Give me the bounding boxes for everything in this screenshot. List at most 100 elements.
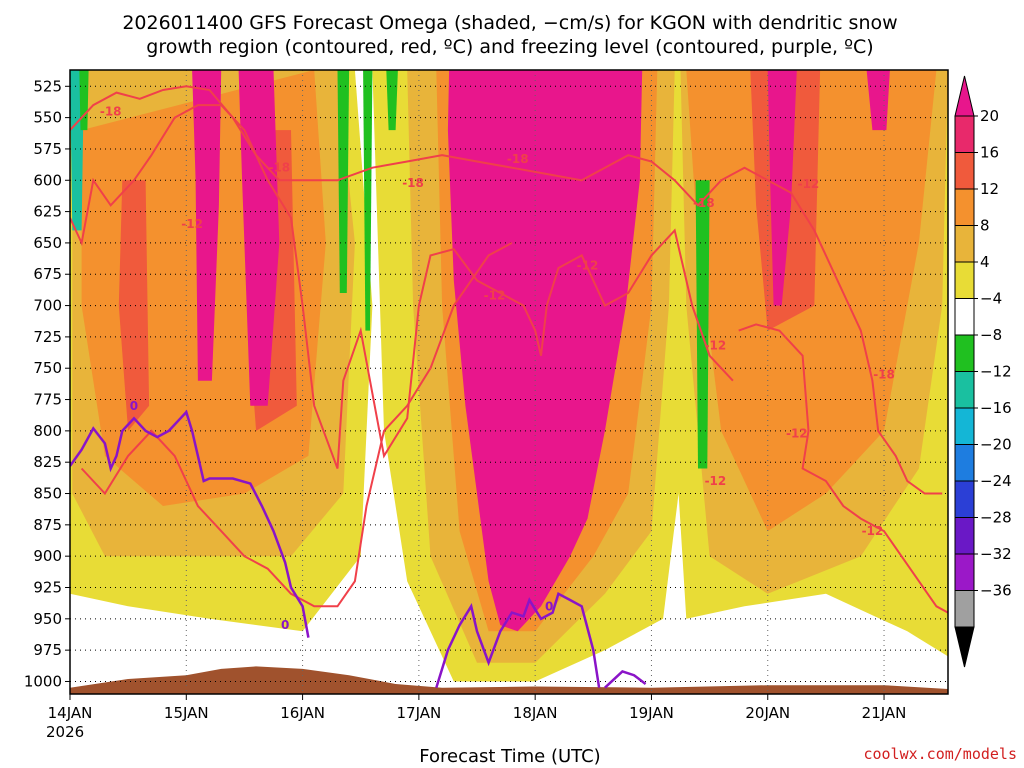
strong-upward-motion-17-18jan bbox=[447, 70, 643, 632]
x-tick-label-14JAN: 14JAN bbox=[48, 704, 93, 722]
dgz-label-12: -18 bbox=[873, 367, 895, 381]
colorbar-label-2: 12 bbox=[980, 180, 999, 198]
contours bbox=[70, 85, 948, 689]
chart-title-line1: 2026011400 GFS Forecast Omega (shaded, −… bbox=[122, 12, 897, 34]
colorbar-bin-7 bbox=[954, 371, 975, 409]
contour-labels: -18 -18 -12 -18 -18 -12 -12 -18 -12 -12 -12 -12 -18 -… bbox=[100, 104, 895, 632]
x-tick-label-17JAN: 17JAN bbox=[397, 704, 442, 722]
colorbar-bin-0 bbox=[954, 115, 975, 153]
y-tick-label-1000: 1000 bbox=[24, 672, 62, 690]
freezing-level-17-18jan bbox=[435, 591, 601, 689]
dgz-label-11: -12 bbox=[705, 474, 727, 488]
colorbar-bin-4 bbox=[954, 261, 975, 299]
dgz-minus12-right bbox=[738, 323, 948, 614]
colorbar-bin-3 bbox=[954, 225, 975, 263]
colorbar-bin-2 bbox=[954, 188, 975, 226]
dgz-label-0: -18 bbox=[100, 104, 122, 118]
dgz-label-4: -18 bbox=[507, 152, 529, 166]
x-axis-year: 2026 bbox=[46, 723, 84, 741]
y-tick-label-525: 525 bbox=[33, 77, 62, 95]
freezing-level-18-19jan bbox=[604, 669, 647, 689]
dgz-label-8: -12 bbox=[705, 339, 727, 353]
y-tick-label-725: 725 bbox=[33, 328, 62, 346]
colorbar-label-6: −8 bbox=[980, 326, 1002, 344]
x-tick-label-15JAN: 15JAN bbox=[164, 704, 209, 722]
freezing-label-1: 0 bbox=[281, 618, 289, 632]
colorbar-bin-5 bbox=[954, 298, 975, 336]
freezing-level-14-16jan bbox=[70, 409, 310, 638]
x-tick-label-20JAN: 20JAN bbox=[745, 704, 790, 722]
colorbar-label-10: −24 bbox=[980, 472, 1012, 490]
green-19jan bbox=[695, 180, 710, 469]
dgz-label-7: -18 bbox=[693, 196, 715, 210]
colorbar-top-arrow bbox=[954, 75, 975, 117]
y-tick-label-825: 825 bbox=[33, 453, 62, 471]
chart-title-line2: growth region (contoured, red, ºC) and f… bbox=[146, 36, 873, 58]
dgz-label-2: -12 bbox=[181, 217, 203, 231]
y-tick-label-675: 675 bbox=[33, 265, 62, 283]
y-tick-label-850: 850 bbox=[33, 485, 62, 503]
pink-band-15jan bbox=[192, 70, 222, 381]
x-tick-label-21JAN: 21JAN bbox=[862, 704, 907, 722]
freezing-label-2: 0 bbox=[545, 599, 553, 613]
y-tick-label-550: 550 bbox=[33, 109, 62, 127]
colorbar-label-3: 8 bbox=[980, 217, 990, 235]
colorbar-bin-8 bbox=[954, 407, 975, 445]
y-tick-label-950: 950 bbox=[33, 610, 62, 628]
colorbar-label-4: 4 bbox=[980, 253, 990, 271]
colorbar-label-11: −28 bbox=[980, 509, 1012, 527]
omega-shading bbox=[70, 70, 948, 694]
x-tick-label-16JAN: 16JAN bbox=[280, 704, 325, 722]
y-tick-label-575: 575 bbox=[33, 140, 62, 158]
credit-text: coolwx.com/models bbox=[863, 745, 1017, 763]
colorbar-label-13: −36 bbox=[980, 582, 1012, 600]
colorbar-bin-12 bbox=[954, 553, 975, 591]
y-axis: 525 550 575 600 625 650 675 700 725 750 775 800 825 8… bbox=[24, 77, 70, 690]
colorbar-bin-13 bbox=[954, 590, 975, 628]
dgz-label-13: -12 bbox=[862, 524, 884, 538]
dgz-label-5: -12 bbox=[577, 258, 599, 272]
y-tick-label-750: 750 bbox=[33, 359, 62, 377]
dgz-label-9: -12 bbox=[798, 177, 820, 191]
y-tick-label-700: 700 bbox=[33, 297, 62, 315]
plot-frame bbox=[69, 69, 949, 695]
freezing-label-0: 0 bbox=[130, 399, 138, 413]
x-tick-label-18JAN: 18JAN bbox=[513, 704, 558, 722]
dgz-minus12-upper bbox=[70, 104, 734, 469]
colorbar-label-12: −32 bbox=[980, 545, 1012, 563]
pink-band-15-16jan bbox=[238, 70, 280, 406]
colorbar-label-9: −20 bbox=[980, 436, 1012, 454]
red-core-14jan bbox=[118, 180, 150, 431]
y-tick-label-600: 600 bbox=[33, 171, 62, 189]
colorbar-label-8: −16 bbox=[980, 399, 1012, 417]
dgz-minus18 bbox=[70, 85, 943, 495]
x-axis: 14JAN 15JAN 16JAN 17JAN 18JAN 19JAN 20JAN 21JAN bbox=[48, 694, 907, 722]
y-tick-label-650: 650 bbox=[33, 234, 62, 252]
colorbar-bin-9 bbox=[954, 444, 975, 482]
colorbar-bin-1 bbox=[954, 152, 975, 190]
x-tick-label-19JAN: 19JAN bbox=[629, 704, 674, 722]
y-tick-label-975: 975 bbox=[33, 641, 62, 659]
green-16jan-a bbox=[337, 70, 350, 293]
dgz-label-3: -18 bbox=[402, 176, 424, 190]
y-tick-label-800: 800 bbox=[33, 422, 62, 440]
green-14jan bbox=[79, 70, 89, 131]
y-tick-label-625: 625 bbox=[33, 203, 62, 221]
dgz-label-6: -12 bbox=[484, 289, 506, 303]
y-tick-label-775: 775 bbox=[33, 391, 62, 409]
green-17jan bbox=[386, 70, 398, 131]
colorbar-label-5: −4 bbox=[980, 290, 1002, 308]
colorbar-label-0: 20 bbox=[980, 107, 999, 125]
x-axis-title: Forecast Time (UTC) bbox=[419, 746, 600, 767]
colorbar: 20 16 12 8 4 −4 −8 −12 −16 −20 −24 −28 −32 −36 bbox=[954, 75, 1012, 668]
colorbar-label-1: 16 bbox=[980, 144, 999, 162]
colorbar-bin-10 bbox=[954, 480, 975, 518]
colorbar-bin-6 bbox=[954, 334, 975, 372]
dgz-label-10: -12 bbox=[786, 426, 808, 440]
colorbar-label-7: −12 bbox=[980, 363, 1012, 381]
y-tick-label-875: 875 bbox=[33, 516, 62, 534]
surface-terrain bbox=[70, 666, 948, 694]
y-tick-label-900: 900 bbox=[33, 547, 62, 565]
y-tick-label-925: 925 bbox=[33, 578, 62, 596]
